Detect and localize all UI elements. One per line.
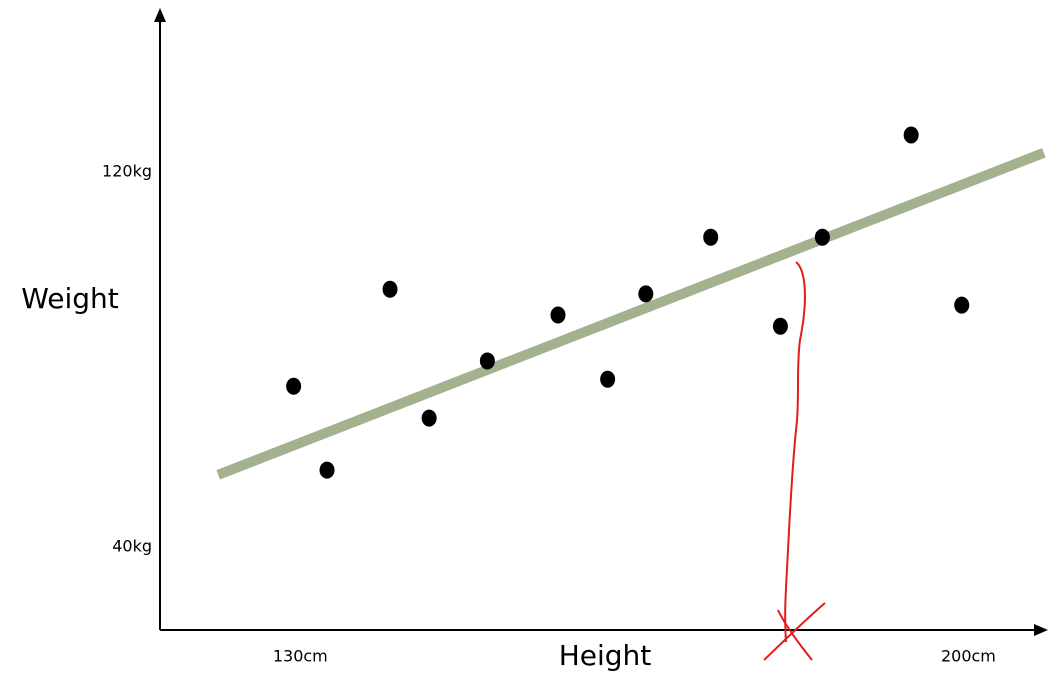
point [814,228,830,246]
y-tick-label: 120kg [102,162,152,181]
point [903,126,919,144]
point [638,285,654,303]
point [954,296,970,314]
trend-line [216,148,1046,480]
y-axis-label: Weight [21,282,119,315]
point [421,409,437,427]
point [479,352,495,370]
annotation-stroke [784,261,806,643]
point [382,280,398,298]
x-axis-arrow [1034,624,1048,636]
point [319,461,335,479]
x-tick-label: 200cm [941,647,996,666]
y-tick-label: 40kg [112,537,152,556]
x-tick-label: 130cm [273,647,328,666]
point [600,370,616,388]
annotation-cross [763,602,826,661]
x-axis-label: Height [559,639,652,672]
y-axis-arrow [154,8,166,22]
point [286,377,302,395]
point [703,228,719,246]
point [550,306,566,324]
point [772,317,788,335]
